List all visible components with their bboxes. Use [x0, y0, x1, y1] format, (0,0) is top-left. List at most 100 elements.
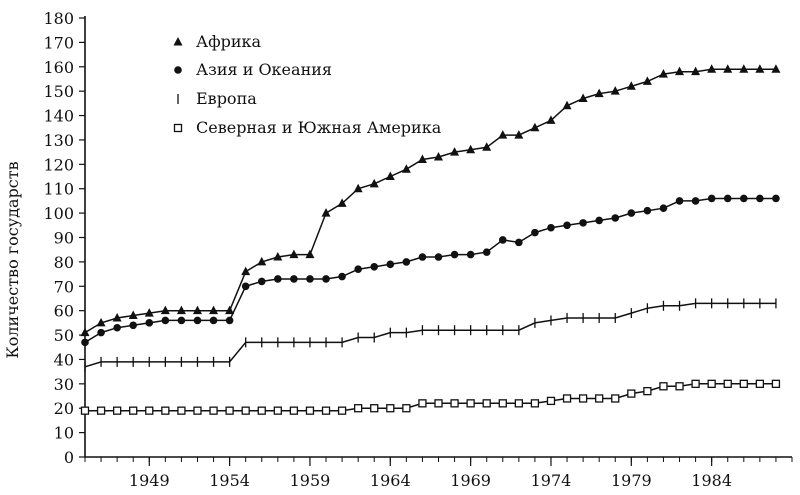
data-point — [659, 382, 668, 391]
data-point — [257, 406, 266, 415]
data-point — [626, 81, 636, 90]
legend-label: Африка — [196, 32, 262, 51]
data-point — [675, 66, 685, 76]
data-point — [370, 404, 379, 413]
data-point — [96, 406, 106, 415]
data-point — [289, 249, 299, 259]
data-point — [466, 399, 475, 408]
data-point — [401, 164, 411, 173]
data-point — [723, 64, 733, 73]
y-tick-label: 30 — [54, 375, 74, 394]
data-point — [514, 399, 523, 408]
x-tick-label: 1984 — [691, 471, 732, 490]
y-tick-label: 160 — [43, 58, 74, 77]
data-point — [482, 142, 492, 151]
data-point — [160, 305, 170, 315]
data-point — [546, 115, 556, 124]
plot-area — [80, 64, 781, 415]
data-point — [659, 204, 668, 213]
data-point — [273, 406, 282, 415]
data-point — [80, 406, 90, 415]
data-point — [723, 379, 732, 388]
y-tick-label: 0 — [64, 448, 74, 467]
data-point — [691, 66, 701, 76]
data-point — [128, 310, 138, 320]
data-point — [354, 404, 363, 413]
data-point — [193, 316, 202, 325]
data-point — [80, 327, 90, 337]
x-tick-label: 1954 — [209, 471, 250, 490]
legend-item-3: Европа — [177, 89, 257, 108]
y-tick-label: 40 — [54, 350, 74, 369]
y-tick-label: 80 — [54, 253, 74, 272]
series-1 — [80, 64, 781, 337]
data-point — [402, 404, 411, 413]
data-point — [578, 394, 588, 403]
data-point — [176, 305, 186, 315]
series-line — [84, 197, 776, 344]
data-point — [290, 275, 298, 283]
y-tick-label: 20 — [54, 399, 74, 418]
data-point — [289, 406, 299, 415]
data-point — [562, 100, 572, 110]
data-point — [514, 130, 524, 139]
data-point — [305, 249, 315, 259]
legend: Африка Азия и Океания Европа Северная и Южн… — [173, 32, 442, 137]
x-tick-label: 1964 — [370, 471, 411, 490]
data-point — [611, 394, 620, 403]
data-point — [707, 379, 716, 388]
data-point — [225, 305, 235, 315]
data-point — [772, 194, 780, 203]
y-tick-label: 10 — [54, 424, 74, 443]
data-point — [386, 404, 395, 413]
data-point — [386, 260, 395, 269]
data-point — [129, 321, 138, 330]
data-point — [193, 406, 202, 415]
data-point — [145, 319, 154, 327]
data-point — [595, 216, 603, 225]
series-line — [84, 302, 776, 368]
y-tick-label: 50 — [54, 326, 74, 345]
axes: 0 10 20 30 40 50 60 70 80 90 100 110 120 130 140 150 160… — [43, 9, 793, 490]
data-point — [563, 221, 571, 230]
data-point — [354, 265, 362, 274]
data-point — [546, 396, 556, 406]
data-point — [274, 275, 282, 283]
data-point — [370, 262, 379, 271]
data-point — [209, 316, 218, 325]
data-point — [611, 214, 620, 222]
data-point — [755, 64, 765, 73]
data-point — [161, 406, 170, 415]
data-point — [450, 250, 459, 259]
data-point — [434, 253, 443, 261]
series-3 — [84, 298, 777, 372]
data-point — [578, 93, 588, 102]
data-point — [209, 406, 218, 415]
y-tick-label: 90 — [54, 229, 74, 248]
data-point — [353, 183, 363, 193]
data-point — [337, 198, 347, 207]
data-point — [241, 282, 250, 291]
data-point — [691, 379, 700, 388]
data-point — [337, 406, 347, 415]
y-tick-label: 70 — [54, 277, 74, 296]
data-point — [113, 323, 121, 332]
data-point — [755, 379, 765, 388]
series-line — [85, 383, 776, 412]
data-point — [306, 275, 314, 283]
data-point — [643, 206, 652, 215]
data-point — [418, 253, 427, 261]
data-point — [145, 406, 154, 415]
y-tick-label: 110 — [43, 180, 74, 199]
data-point — [547, 223, 555, 232]
data-point — [177, 406, 186, 415]
y-tick-label: 120 — [43, 155, 74, 174]
series-line — [84, 68, 776, 334]
data-point — [241, 406, 250, 415]
data-point — [209, 305, 219, 315]
y-tick-label: 180 — [43, 9, 74, 28]
data-point — [739, 379, 748, 388]
data-point — [450, 147, 460, 156]
data-point — [627, 389, 636, 398]
data-point — [322, 275, 330, 283]
